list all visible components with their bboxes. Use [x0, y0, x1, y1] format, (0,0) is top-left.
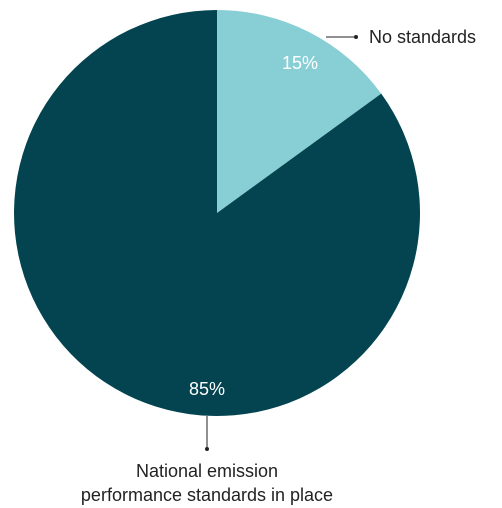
pie-slice-no-standards: [217, 10, 382, 213]
callout-label-standards-line-2: performance standards in place: [81, 485, 333, 505]
callout-label-no-standards: No standards: [369, 27, 476, 47]
pie-value-labels: 15% 85%: [189, 53, 318, 399]
callout-label-standards-line-1: National emission: [136, 461, 278, 481]
value-label-standards-in-place: 85%: [189, 379, 225, 399]
pie-slices: [13, 10, 421, 417]
leader-dot-standards-in-place: [205, 447, 209, 451]
value-label-no-standards: 15%: [282, 53, 318, 73]
pie-slice-standards-in-place: [13, 10, 421, 417]
leader-dot-no-standards: [354, 35, 358, 39]
pie-callouts: No standards National emission performan…: [81, 27, 476, 505]
